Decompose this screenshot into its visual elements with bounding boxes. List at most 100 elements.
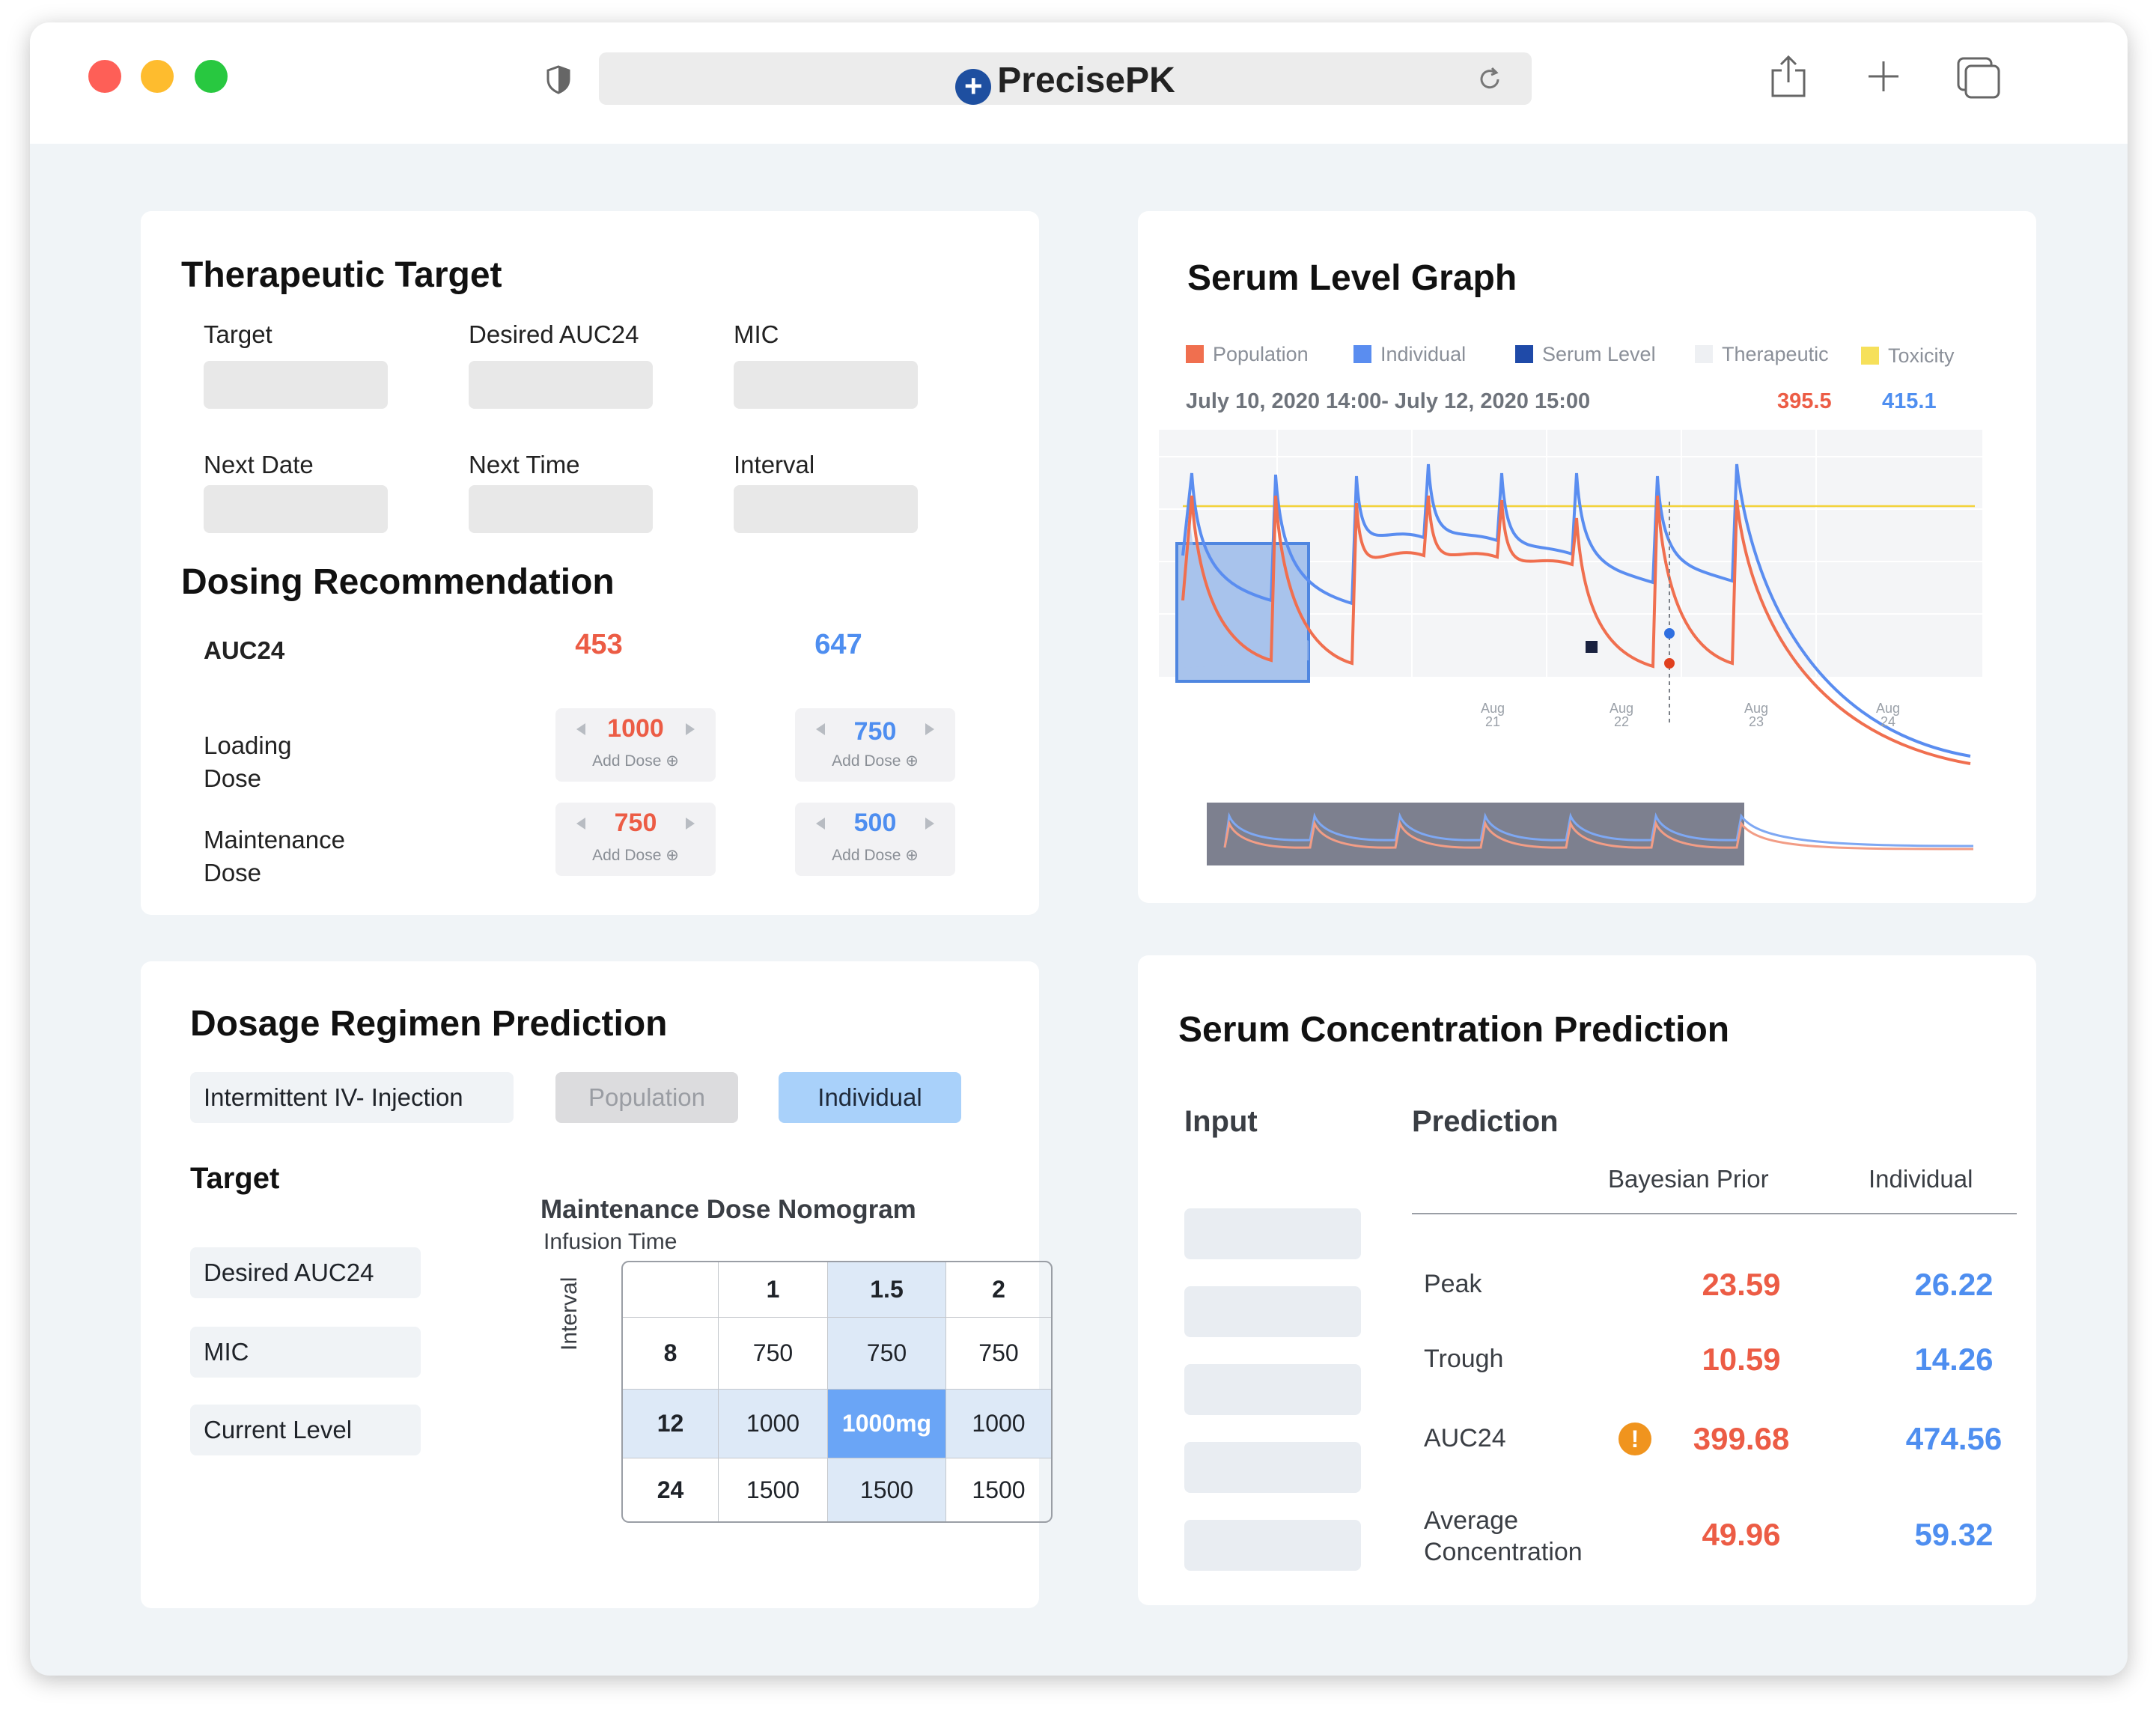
decrement-arrow-icon[interactable] [576, 723, 585, 735]
cursor-population-value: 395.5 [1777, 389, 1832, 413]
reload-icon[interactable] [1476, 66, 1503, 93]
maintenance-dose-individual-stepper[interactable]: 500 Add Dose ⊕ [795, 803, 955, 876]
legend-therapeutic[interactable]: Therapeutic [1695, 343, 1829, 366]
input-box[interactable] [1184, 1364, 1361, 1415]
warning-icon[interactable]: ! [1618, 1423, 1651, 1455]
x-tick-day: 24 [1881, 714, 1895, 729]
serum-level-graph-card: Serum Level Graph Population Individual … [1138, 211, 2036, 903]
share-icon[interactable] [1768, 54, 1809, 99]
nomogram-cell[interactable]: 1000 [946, 1390, 1051, 1458]
x-tick-month: Aug [1876, 701, 1900, 716]
zoom-window-button[interactable] [195, 60, 228, 93]
individual-tab[interactable]: Individual [779, 1072, 961, 1123]
next-time-input[interactable] [469, 485, 653, 533]
stepper-value: 750 [853, 717, 897, 746]
average-concentration-individual-value: 59.32 [1914, 1517, 1994, 1552]
route-select[interactable]: Intermittent IV- Injection [190, 1072, 514, 1123]
interval-axis-label: Interval [557, 1277, 582, 1351]
browser-window: + PrecisePK Therapeutic Target Target Des… [30, 22, 2128, 1676]
input-box[interactable] [1184, 1442, 1361, 1493]
x-tick-day: 22 [1614, 714, 1629, 729]
interval-input[interactable] [734, 485, 918, 533]
decrement-arrow-icon[interactable] [816, 818, 825, 830]
maintenance-dose-population-stepper[interactable]: 750 Add Dose ⊕ [555, 803, 716, 876]
population-series-line [1181, 495, 1971, 765]
mic-input[interactable] [734, 361, 918, 409]
x-tick-month: Aug [1481, 701, 1505, 716]
peak-prior-value: 23.59 [1702, 1267, 1781, 1302]
current-level-field[interactable]: Current Level [190, 1405, 421, 1455]
input-box[interactable] [1184, 1520, 1361, 1571]
prediction-label: Prediction [1412, 1105, 1559, 1138]
loading-dose-individual-stepper[interactable]: 750 Add Dose ⊕ [795, 708, 955, 782]
plus-logo-icon: + [955, 69, 992, 105]
increment-arrow-icon[interactable] [686, 723, 695, 735]
increment-arrow-icon[interactable] [686, 818, 695, 830]
nomogram-cell[interactable]: 750 [828, 1318, 946, 1390]
nomogram-cell[interactable]: 750 [946, 1318, 1051, 1390]
trough-individual-value: 14.26 [1914, 1342, 1994, 1377]
legend-serum-level[interactable]: Serum Level [1515, 343, 1656, 366]
mic-label: MIC [734, 320, 779, 348]
desired-auc24-label: Desired AUC24 [469, 320, 639, 348]
target-label: Target [204, 320, 272, 348]
trough-prior-value: 10.59 [1702, 1342, 1781, 1377]
loading-dose-population-stepper[interactable]: 1000 Add Dose ⊕ [555, 708, 716, 782]
nomogram-cell[interactable]: 1500 [719, 1458, 828, 1521]
input-box[interactable] [1184, 1286, 1361, 1337]
close-window-button[interactable] [88, 60, 121, 93]
legend-toxicity[interactable]: Toxicity [1861, 344, 1955, 368]
nomogram-cell[interactable]: 1000 [719, 1390, 828, 1458]
nomogram-cell[interactable]: 750 [719, 1318, 828, 1390]
new-tab-icon[interactable] [1866, 58, 1901, 94]
desired-auc24-input[interactable] [469, 361, 653, 409]
mic-field[interactable]: MIC [190, 1327, 421, 1378]
desired-auc24-field[interactable]: Desired AUC24 [190, 1247, 421, 1298]
decrement-arrow-icon[interactable] [576, 818, 585, 830]
target-input[interactable] [204, 361, 388, 409]
column-header: 2 [946, 1262, 1051, 1318]
header-divider [1412, 1213, 2017, 1214]
row-header: 8 [623, 1318, 719, 1390]
address-bar[interactable]: + PrecisePK [599, 52, 1532, 105]
input-box[interactable] [1184, 1208, 1361, 1259]
serum-prediction-title: Serum Concentration Prediction [1178, 1010, 1730, 1050]
auc24-individual-value: 647 [814, 629, 862, 660]
stepper-value: 750 [614, 809, 657, 837]
navigator-population-line [1223, 819, 1974, 851]
add-dose-button[interactable]: Add Dose ⊕ [592, 847, 679, 864]
population-tab[interactable]: Population [555, 1072, 738, 1123]
x-tick-day: 21 [1485, 714, 1500, 729]
legend-population[interactable]: Population [1186, 343, 1309, 366]
auc24-label: AUC24 [1424, 1424, 1506, 1452]
nomogram-selected-cell[interactable]: 1000mg [828, 1390, 946, 1458]
row-header: 12 [623, 1390, 719, 1458]
legend-individual[interactable]: Individual [1353, 343, 1466, 366]
serum-level-chart[interactable]: Aug 21 Aug 22 Aug 23 Aug 24 [1138, 211, 2036, 903]
shield-icon[interactable] [545, 64, 572, 94]
auc24-prior-value: 399.68 [1693, 1421, 1790, 1456]
tabs-overview-icon[interactable] [1955, 55, 2003, 100]
add-dose-button[interactable]: Add Dose ⊕ [832, 847, 919, 864]
decrement-arrow-icon[interactable] [816, 723, 825, 735]
add-dose-button[interactable]: Add Dose ⊕ [832, 752, 919, 770]
individual-header: Individual [1869, 1165, 1973, 1193]
serum-level-marker[interactable] [1586, 641, 1598, 653]
therapeutic-target-card: Therapeutic Target Target Desired AUC24 … [141, 211, 1039, 915]
stepper-value: 1000 [607, 714, 664, 743]
maintenance-dose-nomogram: 1 1.5 2 8 750 750 750 12 1000 1000mg 100… [621, 1261, 1053, 1523]
date-range: July 10, 2020 14:00- July 12, 2020 15:00 [1186, 389, 1591, 413]
nomogram-cell[interactable]: 1500 [972, 1476, 1026, 1503]
input-label: Input [1184, 1105, 1258, 1138]
next-date-input[interactable] [204, 485, 388, 533]
dosing-recommendation-title: Dosing Recommendation [181, 562, 615, 602]
add-dose-button[interactable]: Add Dose ⊕ [592, 752, 679, 770]
dosage-regimen-title: Dosage Regimen Prediction [190, 1004, 668, 1044]
nomogram-cell[interactable]: 1500 [828, 1458, 946, 1521]
minimize-window-button[interactable] [141, 60, 174, 93]
increment-arrow-icon[interactable] [925, 723, 934, 735]
bayesian-prior-header: Bayesian Prior [1608, 1165, 1769, 1193]
peak-label: Peak [1424, 1270, 1482, 1298]
target-subtitle: Target [190, 1162, 280, 1195]
increment-arrow-icon[interactable] [925, 818, 934, 830]
